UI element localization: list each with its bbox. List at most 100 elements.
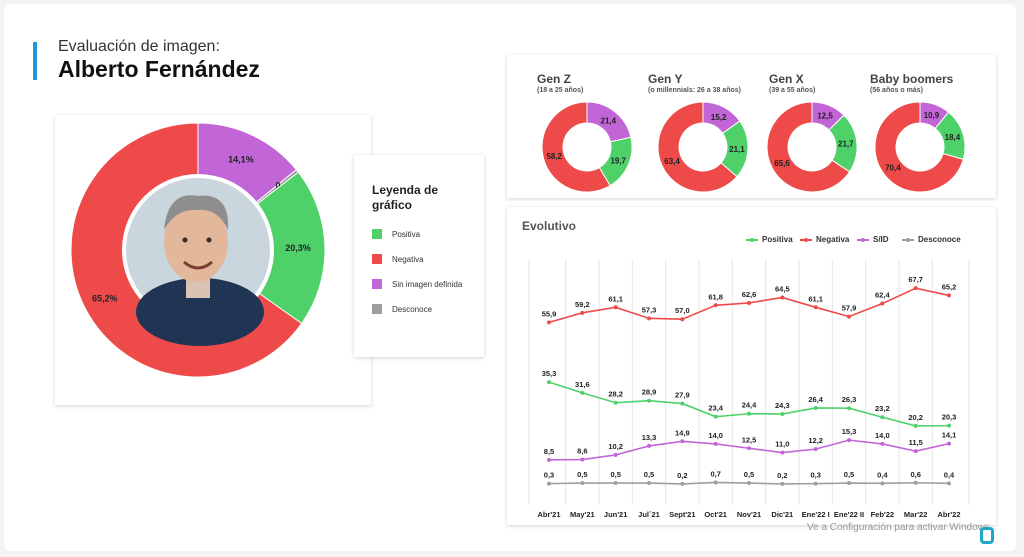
data-label: 0,4 (944, 470, 955, 479)
data-label: 35,3 (542, 369, 557, 378)
gen-slice-label: 19,7 (610, 156, 626, 165)
evo-legend-desconoce: Desconoce (902, 235, 961, 244)
data-point (947, 481, 951, 486)
main-donut-chart: 65,2%14,1%0,4%20,3% (70, 122, 326, 378)
data-label: 61,1 (608, 294, 623, 303)
legend-swatch (372, 279, 382, 289)
data-point (647, 481, 651, 486)
data-label: 31,6 (575, 380, 590, 389)
legend-label: S/ID (873, 235, 889, 244)
data-label: 0,3 (810, 471, 820, 480)
data-label: 11,5 (909, 438, 923, 447)
data-point (913, 423, 918, 428)
data-point (780, 412, 785, 417)
data-point (613, 452, 618, 457)
evo-legend-positiva: Positiva (746, 235, 793, 244)
x-tick-label: Mar'22 (904, 510, 927, 519)
data-point (580, 310, 585, 315)
data-label: 59,2 (575, 300, 590, 309)
legend-item-positiva: Positiva (372, 229, 420, 239)
data-label: 0,5 (577, 470, 587, 479)
x-tick-label: Sept'21 (669, 510, 695, 519)
data-label: 61,8 (708, 292, 723, 301)
data-point (947, 441, 951, 446)
x-tick-label: Oct'21 (704, 510, 727, 519)
gen-slice-label: 58,2 (546, 152, 562, 161)
gen-slice-label: 63,4 (664, 157, 680, 166)
x-tick-label: Nov'21 (737, 510, 761, 519)
data-label: 14,9 (675, 428, 690, 437)
x-tick-label: Ene'22 II (834, 510, 864, 519)
data-label: 10,2 (608, 442, 623, 451)
x-tick-label: Jun'21 (604, 510, 627, 519)
data-label: 14,1 (942, 431, 957, 440)
gen-slice-label: 12,5 (817, 112, 833, 121)
data-point (613, 305, 618, 310)
gen-slice-label: 70,4 (885, 164, 901, 173)
data-point (847, 406, 851, 411)
activation-watermark: Ve a Configuración para activar Windows. (807, 522, 993, 533)
data-label: 8,5 (544, 447, 554, 456)
data-label: 11,0 (775, 440, 789, 449)
x-tick-label: Feb'22 (871, 510, 894, 519)
legend-label: Desconoce (392, 304, 433, 314)
legend-swatch (372, 229, 382, 239)
data-label: 0,3 (544, 471, 554, 480)
gen-y-title: Gen Y (648, 72, 683, 86)
data-point (713, 303, 718, 308)
x-tick-label: Jul´21 (638, 510, 660, 519)
legend-label: Negativa (392, 254, 424, 264)
data-point (913, 286, 918, 291)
data-point (947, 423, 951, 428)
data-label: 0,2 (777, 471, 787, 480)
data-label: 62,4 (875, 291, 890, 300)
data-point (880, 481, 885, 486)
data-label: 57,9 (842, 304, 857, 313)
gen-slice-label: 21,1 (729, 145, 745, 154)
x-tick-label: Abr'22 (937, 510, 960, 519)
gen-4-slice-positiva (934, 111, 966, 160)
legend-line (746, 237, 758, 242)
data-point (747, 300, 751, 305)
data-label: 28,2 (608, 390, 623, 399)
data-label: 57,3 (642, 305, 657, 314)
x-tick-label: Dic'21 (771, 510, 793, 519)
evolution-card (507, 207, 996, 525)
gen-4-slice-negativa (874, 101, 964, 193)
data-point (780, 481, 785, 486)
gen-slice-label: 65,6 (774, 159, 790, 168)
data-point (913, 480, 918, 485)
data-label: 55,9 (542, 309, 557, 318)
legend-label: Desconoce (918, 235, 961, 244)
evolution-line-chart: Abr'21 May'21 Jun'21 Jul´21 Sept'21 Oct'21 Nov… (528, 259, 970, 519)
data-label: 8,6 (577, 447, 587, 456)
data-label: 23,2 (875, 404, 890, 413)
data-point (713, 480, 718, 485)
data-label: 57,0 (675, 306, 690, 315)
data-label: 0,2 (677, 471, 687, 480)
data-point (847, 314, 851, 319)
app-logo-icon (980, 527, 994, 544)
data-point (847, 481, 851, 486)
data-label: 65,2 (942, 282, 957, 291)
data-label: 27,9 (675, 391, 690, 400)
data-label: 67,7 (908, 275, 923, 284)
page-title: Alberto Fernández (58, 56, 260, 82)
data-label: 0,6 (910, 470, 920, 479)
data-point (547, 320, 551, 325)
x-tick-label: Ene'22 I (802, 510, 830, 519)
data-point (747, 481, 751, 486)
data-point (813, 447, 818, 452)
data-point (580, 457, 585, 462)
baby-boomers-subtitle: (56 años o más) (870, 87, 923, 94)
gen-slice-label: 21,7 (838, 140, 854, 149)
data-label: 0,5 (610, 470, 620, 479)
data-point (880, 441, 885, 446)
legend-line (902, 237, 914, 242)
page-subtitle: Evaluación de imagen: (58, 38, 220, 55)
data-label: 0,5 (744, 470, 754, 479)
legend-title: Leyenda de gráfico (372, 183, 439, 212)
data-point (913, 449, 918, 454)
data-point (813, 481, 818, 486)
data-point (647, 316, 651, 321)
